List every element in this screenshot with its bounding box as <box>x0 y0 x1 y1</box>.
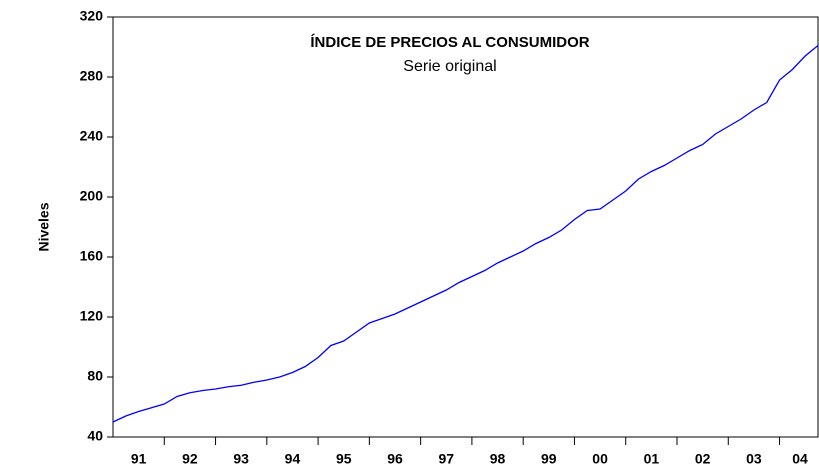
y-axis-label: Niveles <box>36 202 52 251</box>
x-tick-label: 00 <box>592 451 608 467</box>
chart-subtitle: Serie original <box>403 58 496 75</box>
x-tick-label: 96 <box>387 451 403 467</box>
y-tick-label: 160 <box>80 248 104 264</box>
y-tick-label: 120 <box>80 308 104 324</box>
x-tick-label: 92 <box>182 451 198 467</box>
y-tick-label: 240 <box>80 128 104 144</box>
x-tick-label: 99 <box>541 451 557 467</box>
x-tick-label: 97 <box>438 451 454 467</box>
x-tick-label: 98 <box>490 451 506 467</box>
plot-frame <box>112 16 819 438</box>
x-tick-label: 04 <box>792 451 808 467</box>
x-tick-label: 03 <box>746 451 762 467</box>
x-tick-label: 93 <box>233 451 249 467</box>
chart-title: ÍNDICE DE PRECIOS AL CONSUMIDOR <box>310 34 589 51</box>
x-tick-label: 91 <box>131 451 147 467</box>
y-tick-label: 40 <box>87 428 103 444</box>
x-tick-label: 95 <box>336 451 352 467</box>
y-tick-label: 320 <box>80 8 104 24</box>
y-tick-label: 280 <box>80 68 104 84</box>
y-tick-label: 80 <box>87 368 103 384</box>
y-tick-label: 200 <box>80 188 104 204</box>
x-tick-label: 94 <box>285 451 301 467</box>
x-tick-label: 01 <box>644 451 660 467</box>
series-line <box>112 44 819 423</box>
x-tick-label: 02 <box>695 451 711 467</box>
